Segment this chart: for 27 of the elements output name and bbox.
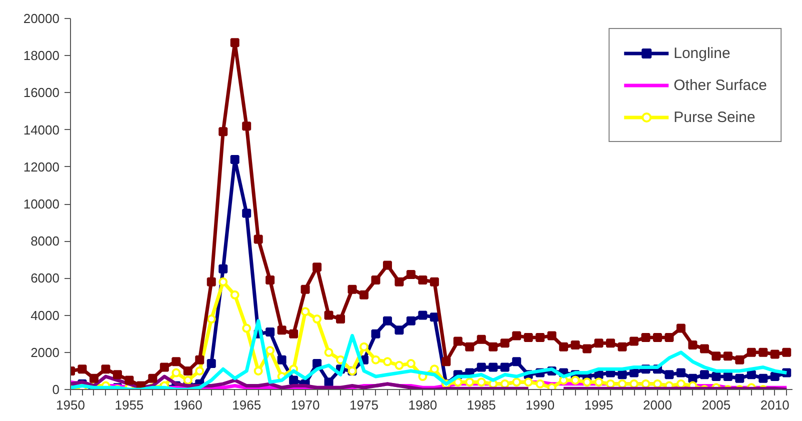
y-tick-label: 6000 (30, 270, 60, 286)
x-tick-label: 1955 (114, 398, 144, 412)
legend-label: Purse Seine (674, 108, 756, 126)
x-tick-label: 2000 (643, 398, 672, 412)
x-tick-label: 1990 (526, 398, 555, 412)
y-tick-label: 10000 (23, 196, 60, 212)
x-tick-label: 1970 (290, 398, 320, 412)
x-tick-label: 1985 (466, 398, 496, 412)
y-tick-label: 14000 (23, 122, 60, 138)
x-tick-label: 1980 (408, 398, 438, 412)
y-tick-label: 4000 (30, 308, 60, 323)
y-tick-label: 12000 (23, 159, 60, 174)
legend-label: Other Surface (674, 76, 767, 94)
x-tick-label: 1950 (56, 398, 85, 412)
x-tick-label: 2005 (702, 398, 731, 412)
x-tick-label: 1960 (173, 398, 202, 412)
x-tick-label: 1995 (584, 398, 614, 412)
y-tick-label: 2000 (30, 344, 60, 360)
y-tick-label: 16000 (23, 85, 60, 100)
x-tick-label: 2010 (760, 398, 790, 412)
legend-label: Longline (674, 44, 730, 62)
y-tick-label: 8000 (30, 234, 60, 249)
y-tick-label: 0 (52, 382, 60, 397)
x-tick-label: 1975 (350, 398, 378, 412)
x-tick-label: 1965 (232, 398, 262, 412)
y-tick-label: 18000 (23, 48, 60, 64)
y-tick-label: 20000 (23, 11, 60, 26)
